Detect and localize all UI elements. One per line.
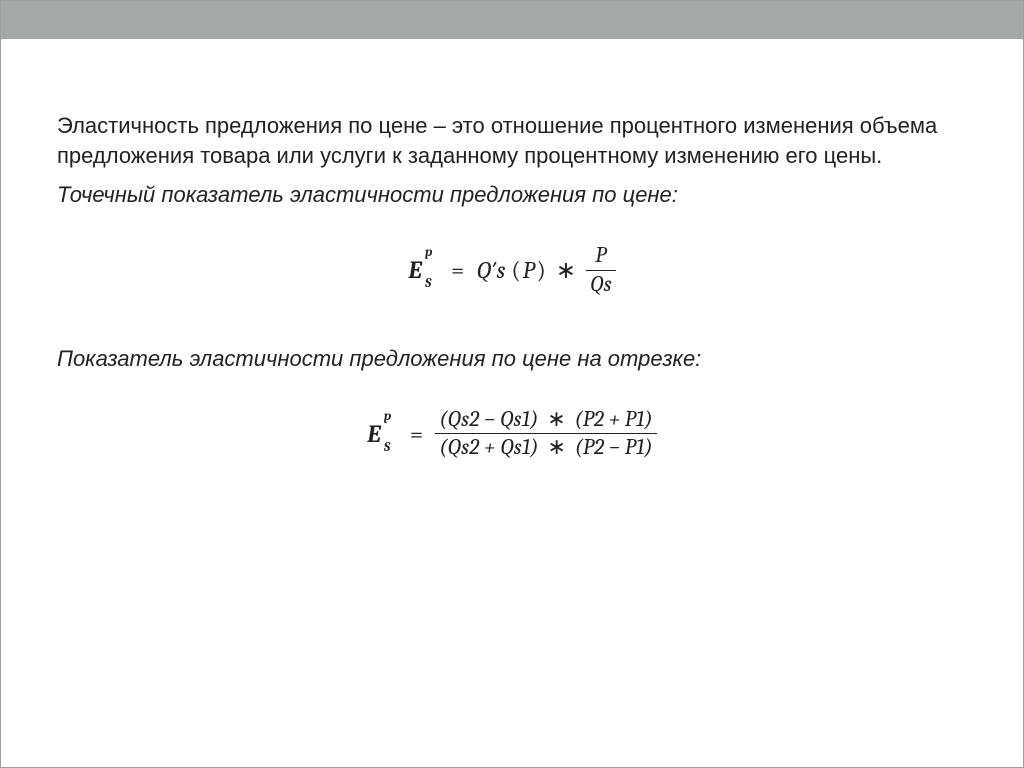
formula-1-subsup: p S [425,257,437,283]
formula-1-lpar: ( [511,256,520,284]
formula-2-num-ast: ∗ [547,406,565,432]
formula-1-sup: p [425,245,432,260]
formula-2-num: (Qs2 − Qs1) ∗ (P2 + P1) [435,406,656,434]
slide-content: Эластичность предложения по цене – это о… [57,111,967,508]
formula-1-frac-den: Qs [586,270,616,299]
formula-2-num-l: (Qs2 − Qs1) [439,406,538,432]
formula-2-den-ast: ∗ [547,434,565,460]
formula-1-Parg: P [523,256,535,284]
formula-2-sup: p [384,409,391,424]
point-elasticity-label: Точечный показатель эластичности предлож… [57,180,967,210]
formula-2-wrap: E p S = (Qs2 − Qs1) ∗ (P2 + P1) (Qs2 + Q… [57,406,967,462]
formula-2-E: E [367,420,381,448]
formula-2-num-r: (P2 + P1) [575,406,653,432]
formula-1-rpar: ) [537,256,546,284]
formula-1-frac: P Qs [586,242,616,298]
formula-2-den: (Qs2 + Qs1) ∗ (P2 − P1) [435,433,656,462]
formula-1: E p S = Q′s ( P ) ∗ P Qs [406,242,617,298]
slide: Эластичность предложения по цене – это о… [0,0,1024,768]
formula-1-Qprime: Q′s [476,256,505,284]
formula-1-sub: S [425,276,431,291]
arc-elasticity-label: Показатель эластичности предложения по ц… [57,344,967,374]
formula-2-den-l: (Qs2 + Qs1) [439,434,538,460]
formula-2-subsup: p S [384,421,396,447]
formula-1-E: E [408,256,422,284]
formula-1-ast: ∗ [556,256,576,284]
formula-1-eq: = [451,256,464,284]
formula-2-eq: = [410,420,423,448]
slide-top-band [1,1,1023,39]
definition-paragraph: Эластичность предложения по цене – это о… [57,111,967,170]
formula-1-frac-num: P [591,242,610,270]
formula-2-den-r: (P2 − P1) [575,434,653,460]
formula-2-frac: (Qs2 − Qs1) ∗ (P2 + P1) (Qs2 + Qs1) ∗ (P… [435,406,656,462]
formula-1-wrap: E p S = Q′s ( P ) ∗ P Qs [57,242,967,298]
formula-2: E p S = (Qs2 − Qs1) ∗ (P2 + P1) (Qs2 + Q… [365,406,658,462]
formula-2-sub: S [384,440,390,455]
